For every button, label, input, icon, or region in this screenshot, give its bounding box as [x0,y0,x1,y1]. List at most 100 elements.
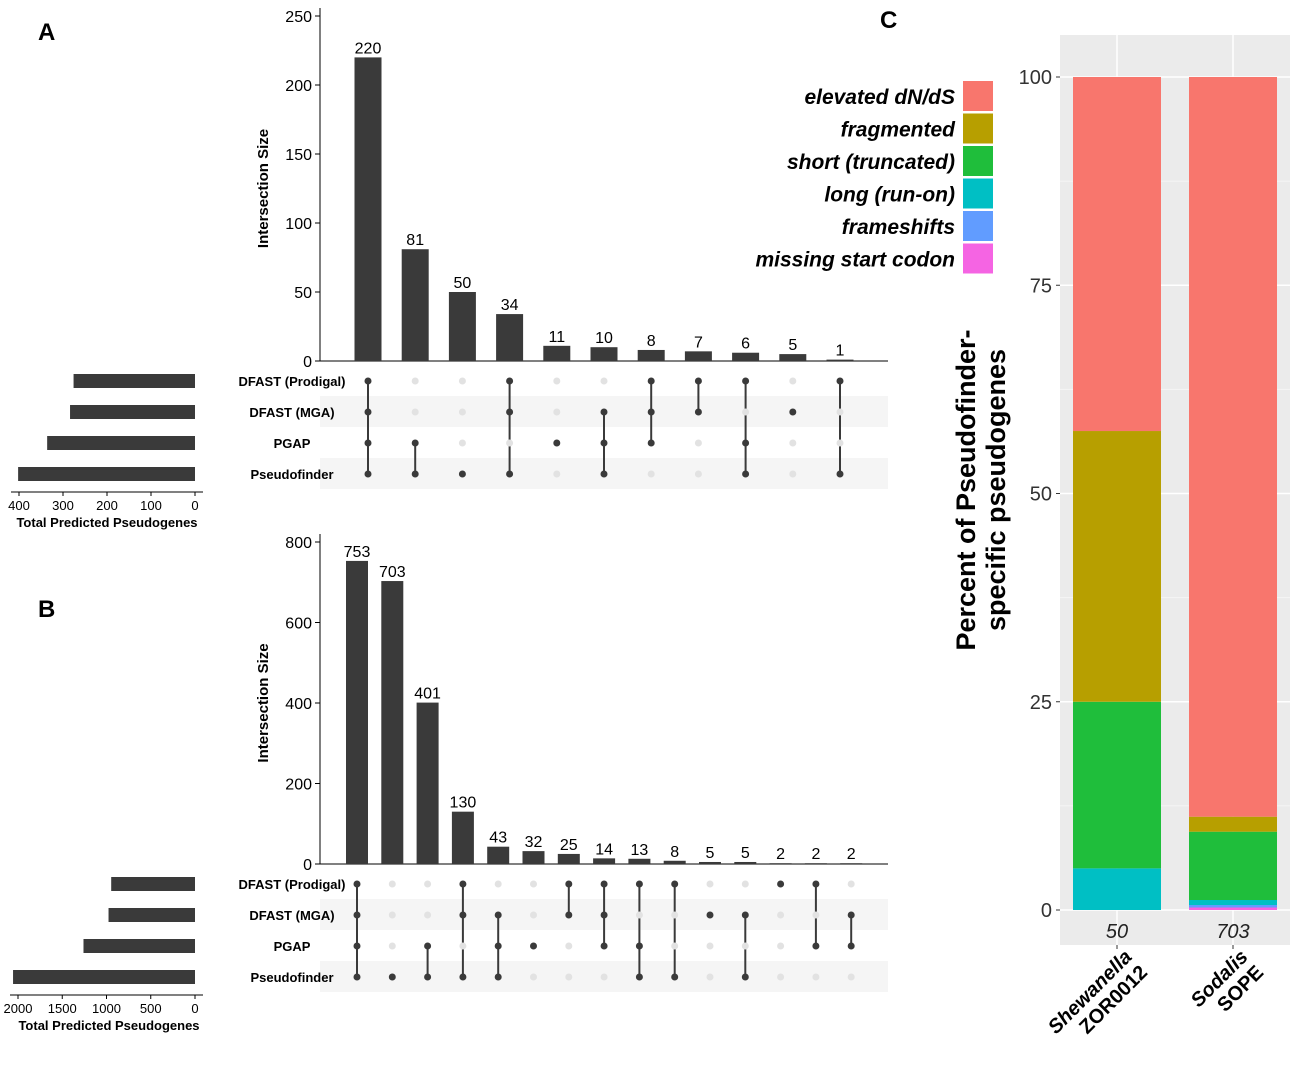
matrix-dot-empty [742,408,750,416]
matrix-dot-filled [600,408,608,416]
bar-value-label: 13 [631,842,649,859]
matrix-dot-filled [530,942,537,950]
matrix-dot-empty [777,942,785,950]
intersection-bar [840,863,863,864]
y-tick-label: 100 [285,216,312,233]
matrix-dot-filled [353,973,361,981]
y-tick-label: 100 [1019,67,1052,89]
matrix-dot-filled [353,942,361,950]
matrix-dot-filled [364,377,372,385]
matrix-dot-filled [741,911,749,919]
panel-label: B [38,596,55,623]
legend-swatch [963,243,993,274]
matrix-dot-empty [600,377,608,385]
matrix-dot-filled [600,942,608,950]
intersection-bar [769,863,792,864]
matrix-dot-empty [635,911,643,919]
matrix-dot-filled [565,880,573,888]
y-tick-label: 200 [285,78,312,95]
matrix-dot-filled [565,911,573,919]
bar-value-label: 2 [811,846,820,863]
matrix-dot-filled [671,880,679,888]
legend-swatch [963,81,993,111]
bar-value-label: 14 [595,841,613,858]
y-tick-label: 0 [303,857,312,874]
matrix-dot-filled [742,439,750,447]
bar-value-label: 5 [706,845,715,862]
intersection-bar [734,861,757,864]
matrix-dot-filled [635,973,643,981]
legend-swatch [963,211,993,241]
matrix-dot-empty [600,973,608,981]
matrix-dot-empty [812,911,820,919]
stacked-bar-segment [1073,868,1161,910]
matrix-dot-filled [364,439,372,447]
stacked-bar-segment [1073,701,1161,869]
y-axis-title: Percent of Pseudofinder-specific pseudog… [951,329,1011,650]
intersection-bar [779,354,807,361]
intersection-bar [487,846,510,864]
intersection-bar [637,349,665,361]
bar-count-label: 50 [1106,921,1128,943]
matrix-dot-empty [777,911,785,919]
matrix-dot-filled [388,973,396,981]
y-tick-label: 25 [1030,692,1052,714]
bar-value-label: 2 [847,846,856,863]
intersection-bar [346,560,368,864]
intersection-bar [354,57,382,362]
matrix-dot-filled [364,408,372,416]
matrix-dot-filled [706,911,714,919]
intersection-bar [628,858,651,864]
matrix-dot-filled [494,911,502,919]
matrix-dot-filled [836,470,844,478]
matrix-dot-empty [777,973,785,981]
matrix-dot-empty [388,880,396,888]
matrix-dot-filled [506,377,514,385]
matrix-dot-empty [741,942,749,950]
matrix-dot-filled [424,942,432,950]
panel-C: C025507510050ShewanellaZOR0012703Sodalis… [755,7,1290,1039]
y-tick-label: 800 [285,535,312,552]
matrix-dot-empty [694,470,702,478]
set-label: PGAP [274,939,311,954]
matrix-dot-filled [600,911,608,919]
matrix-dot-filled [553,439,561,447]
y-tick-label: 200 [285,777,312,794]
matrix-dot-filled [353,911,361,919]
y-axis-title: Intersection Size [255,129,272,248]
stacked-bar-segment [1189,816,1277,832]
matrix-dot-empty [506,439,514,447]
intersection-bar [804,863,827,864]
set-size-tick-label: 0 [191,498,198,513]
matrix-dot-empty [530,880,537,888]
bar-value-label: 8 [647,333,656,350]
matrix-dot-filled [741,973,749,981]
matrix-dot-empty [553,408,561,416]
intersection-bar [557,853,580,864]
set-label: DFAST (MGA) [249,908,334,923]
set-label: DFAST (Prodigal) [239,877,346,892]
matrix-dot-filled [600,439,608,447]
matrix-dot-empty [411,377,419,385]
set-size-bar [83,939,195,953]
stacked-bar-segment [1189,900,1277,906]
y-tick-label: 150 [285,147,312,164]
stacked-bar-segment [1073,77,1161,432]
matrix-dot-filled [671,973,679,981]
matrix-dot-filled [635,880,643,888]
matrix-dot-filled [459,880,467,888]
stacked-bar-segment [1189,907,1277,910]
stacked-bar-segment [1189,77,1277,817]
matrix-dot-filled [812,880,820,888]
intersection-bar [663,860,686,864]
set-size-bar [111,877,195,891]
matrix-dot-empty [553,377,561,385]
bar-value-label: 43 [489,830,507,847]
intersection-bar [381,581,404,864]
intersection-bar [699,861,721,864]
matrix-dot-filled [353,880,361,888]
y-tick-label: 0 [1041,900,1052,922]
matrix-dot-filled [364,470,372,478]
matrix-dot-filled [647,377,655,385]
